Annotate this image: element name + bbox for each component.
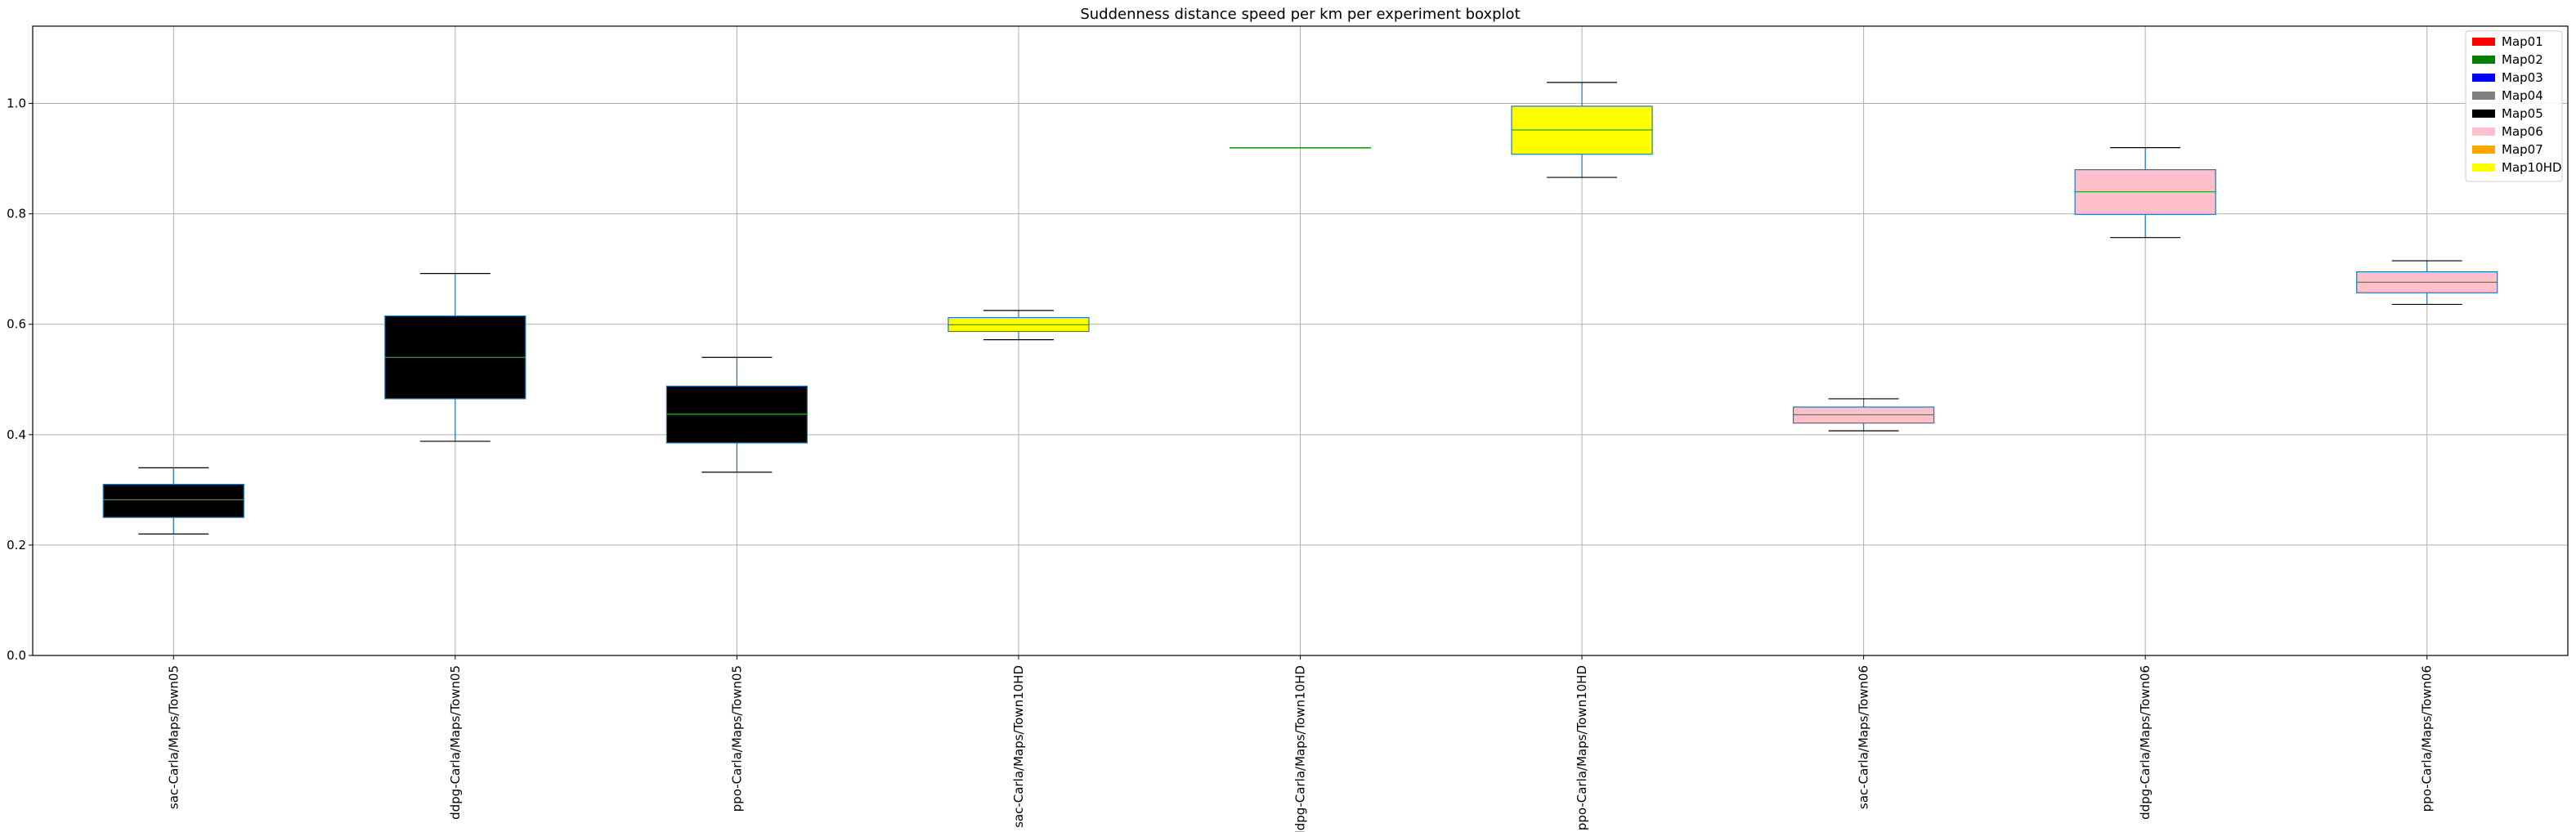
legend-swatch [2472,38,2495,46]
legend-swatch [2472,56,2495,64]
legend-label: Map03 [2502,70,2543,85]
legend: Map01 Map02 Map03 Map04 Map05 Map06 Map07 Map10… [2465,30,2563,182]
x-tick-label: ppo-Carla/Maps/Town10HD [1575,665,1589,830]
chart-title: Suddenness distance speed per km per exp… [1080,6,1520,23]
legend-swatch [2472,110,2495,118]
box-ddpg-Carla/Maps/Town10HD [1229,146,1372,149]
legend-label: Map04 [2502,88,2543,103]
legend-swatch [2472,145,2495,154]
box-ppo-Carla/Maps/Town10HD [1511,82,1653,178]
legend-label: Map07 [2502,142,2543,157]
box-ppo-Carla/Maps/Town05 [665,356,808,473]
y-axis: 0.0 0.2 0.4 0.6 0.8 1.0 [7,96,33,663]
x-axis: sac-Carla/Maps/Town05 ddpg-Carla/Maps/Tow… [166,655,2435,832]
y-tick-label: 0.8 [7,207,26,221]
x-tick-label: ddpg-Carla/Maps/Town06 [2138,665,2153,820]
box-sac-Carla/Maps/Town05 [102,467,244,535]
legend-swatch [2472,127,2495,136]
box-ppo-Carla/Maps/Town06 [2356,260,2498,306]
y-tick-label: 0.6 [7,317,26,332]
box-ddpg-Carla/Maps/Town06 [2074,146,2216,239]
x-tick-label: sac-Carla/Maps/Town06 [1857,665,1871,809]
legend-swatch [2472,74,2495,82]
x-tick-label: sac-Carla/Maps/Town05 [166,665,181,809]
x-tick-label: sac-Carla/Maps/Town10HD [1011,665,1026,828]
legend-label: Map02 [2502,52,2543,67]
legend-label: Map10HD [2502,160,2562,175]
legend-label: Map05 [2502,106,2543,121]
legend-label: Map06 [2502,124,2543,139]
legend-label: Map01 [2502,34,2543,49]
box-series [102,82,2498,535]
box-sac-Carla/Maps/Town10HD [948,310,1090,341]
y-tick-label: 0.2 [7,538,26,552]
y-tick-label: 0.0 [7,648,26,663]
legend-swatch [2472,163,2495,172]
y-tick-label: 1.0 [7,96,26,111]
legend-frame [2465,30,2563,182]
legend-swatch [2472,92,2495,100]
box-ddpg-Carla/Maps/Town05 [384,272,526,442]
box-sac-Carla/Maps/Town06 [1793,398,1935,432]
box-body [102,484,244,518]
x-tick-label: ddpg-Carla/Maps/Town10HD [1293,665,1308,832]
x-tick-label: ppo-Carla/Maps/Town05 [729,665,744,812]
x-tick-label: ddpg-Carla/Maps/Town05 [448,665,463,820]
x-tick-label: ppo-Carla/Maps/Town06 [2420,665,2435,812]
y-tick-label: 0.4 [7,427,26,442]
